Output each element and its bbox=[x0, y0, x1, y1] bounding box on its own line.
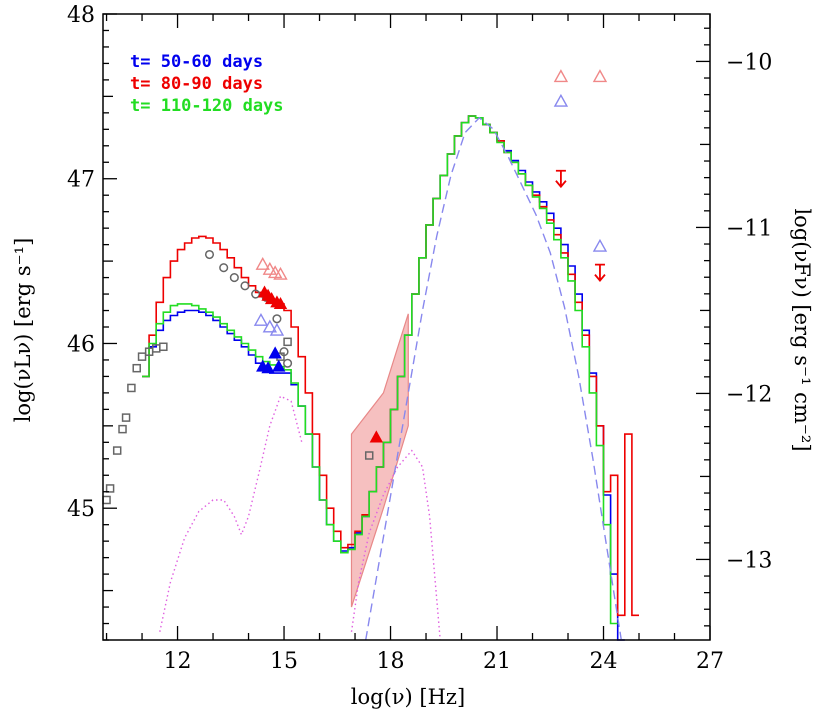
series-layer bbox=[142, 115, 639, 641]
archival-circle-4 bbox=[251, 289, 261, 299]
archival-square-7 bbox=[137, 352, 147, 361]
upper-limit-arrow-1 bbox=[594, 263, 606, 283]
y-tick-label: 46 bbox=[67, 332, 95, 357]
archival-circle-0 bbox=[204, 249, 215, 260]
filled-red-triangle-5 bbox=[369, 430, 384, 443]
filled-blue-triangle-2 bbox=[268, 346, 282, 359]
filled-blue-triangle-1 bbox=[261, 361, 275, 374]
open-blue-triangle-2 bbox=[269, 322, 285, 336]
archival-square-1 bbox=[105, 484, 115, 493]
series-line-1 bbox=[142, 115, 639, 617]
open-blue-triangle-0 bbox=[253, 312, 269, 326]
y-tick-label: 45 bbox=[67, 497, 95, 522]
x-tick-label: 18 bbox=[377, 649, 405, 674]
x-tick-label: 12 bbox=[164, 649, 192, 674]
archival-square-5 bbox=[127, 383, 136, 393]
x-ray-band-layer bbox=[350, 313, 409, 608]
open-pink-triangle-4 bbox=[553, 69, 569, 83]
x-axis-title: log(ν) [Hz] bbox=[351, 685, 465, 709]
x-tick-label: 24 bbox=[590, 649, 618, 674]
archival-circle-1 bbox=[219, 263, 229, 273]
archival-square-12 bbox=[283, 337, 292, 347]
data-point-layer bbox=[102, 69, 608, 505]
archival-circle-2 bbox=[229, 273, 239, 283]
archival-square-0 bbox=[102, 495, 111, 505]
x-tick-label: 21 bbox=[483, 649, 511, 674]
legend-entry-110-120: t= 110-120 days bbox=[130, 96, 284, 116]
archival-square-13 bbox=[364, 451, 374, 460]
series-line-2 bbox=[142, 115, 618, 625]
archival-circle-3 bbox=[240, 281, 250, 291]
archival-square-4 bbox=[121, 413, 131, 422]
filled-red-triangle-4 bbox=[273, 296, 288, 310]
archival-square-3 bbox=[118, 424, 127, 434]
y2-axis-title: log(νFν) [erg s⁻¹ cm⁻²] bbox=[790, 208, 814, 451]
archival-circle-7 bbox=[279, 347, 289, 357]
open-pink-triangle-1 bbox=[262, 261, 278, 275]
x-tick-label: 27 bbox=[696, 649, 724, 674]
archival-square-2 bbox=[112, 446, 122, 455]
series-line-3 bbox=[159, 395, 303, 632]
open-blue-triangle-3 bbox=[553, 93, 569, 107]
y2-tick-label: −12 bbox=[726, 382, 772, 407]
legend: t= 50-60 days t= 80-90 days t= 110-120 d… bbox=[130, 52, 284, 116]
open-pink-triangle-5 bbox=[592, 69, 608, 83]
archival-circle-6 bbox=[272, 314, 282, 324]
legend-entry-50-60: t= 50-60 days bbox=[130, 52, 263, 72]
open-blue-triangle-4 bbox=[592, 238, 608, 252]
filled-blue-triangle-3 bbox=[272, 359, 286, 372]
tick-layer: 12 15 18 21 24 27 45 46 47 48 −10 −11 −12 −13 bbox=[67, 3, 772, 674]
y2-tick-label: −11 bbox=[726, 216, 772, 241]
series-line-0 bbox=[142, 115, 625, 641]
open-pink-triangle-3 bbox=[273, 266, 288, 280]
open-blue-triangle-1 bbox=[262, 319, 278, 333]
y2-tick-label: −13 bbox=[726, 548, 772, 573]
open-pink-triangle-0 bbox=[255, 256, 270, 270]
y-tick-label: 47 bbox=[67, 168, 95, 193]
y2-tick-label: −10 bbox=[726, 50, 772, 75]
archival-circle-8 bbox=[283, 358, 293, 368]
upper-limit-arrow-0 bbox=[555, 169, 567, 189]
series-line-5 bbox=[365, 116, 622, 641]
y-tick-label: 48 bbox=[67, 3, 95, 28]
archival-square-6 bbox=[132, 363, 141, 373]
legend-entry-80-90: t= 80-90 days bbox=[130, 74, 263, 94]
y-axis-title: log(νLν) [erg s⁻¹] bbox=[11, 238, 35, 423]
x-tick-label: 15 bbox=[270, 649, 298, 674]
archival-square-10 bbox=[159, 342, 168, 352]
x-ray-spectrum-band bbox=[350, 313, 409, 608]
